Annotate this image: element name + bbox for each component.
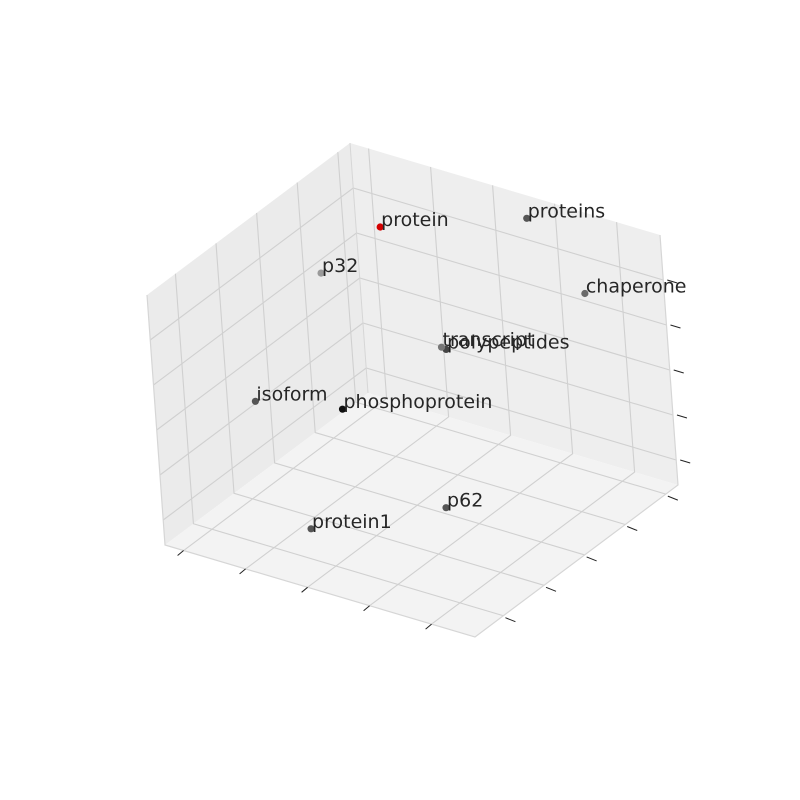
tick-x bbox=[363, 605, 370, 612]
point-protein1-label: protein1 bbox=[312, 511, 392, 533]
tick-y bbox=[586, 556, 597, 562]
back-pane bbox=[350, 143, 678, 485]
point-protein-label: protein bbox=[381, 209, 449, 231]
tick-y bbox=[627, 526, 638, 531]
tick-y bbox=[505, 617, 516, 623]
left-pane bbox=[147, 143, 368, 545]
point-phosphoprotein-label: phosphoprotein bbox=[344, 391, 493, 413]
gridline-x bbox=[369, 203, 574, 607]
point-proteins-marker bbox=[523, 214, 531, 222]
point-phosphoprotein-marker bbox=[338, 405, 347, 413]
gridline-x bbox=[431, 222, 636, 625]
point-polypeptides-label: polypeptides bbox=[447, 331, 569, 353]
axis-edge bbox=[146, 234, 679, 638]
point-protein1-marker bbox=[307, 525, 315, 533]
gridline-y bbox=[296, 182, 626, 526]
point-isoform-marker bbox=[251, 397, 259, 405]
tick-y bbox=[545, 586, 557, 592]
tick-x bbox=[301, 586, 308, 593]
gridline-y bbox=[256, 212, 585, 556]
point-p32-marker bbox=[317, 269, 325, 277]
gridline-y bbox=[215, 243, 545, 586]
tick-y bbox=[667, 495, 679, 501]
gridline-x bbox=[183, 148, 388, 551]
point-chaperone-label: chaperone bbox=[586, 276, 687, 298]
tick-z bbox=[676, 414, 688, 419]
point-p32-label: p32 bbox=[322, 255, 358, 277]
tick-x bbox=[425, 623, 432, 630]
tick-x bbox=[177, 550, 184, 556]
gridline-x bbox=[245, 166, 450, 570]
tick-z bbox=[673, 369, 684, 374]
axes-ticks bbox=[177, 279, 691, 630]
axes-panes bbox=[147, 143, 678, 637]
point-protein-marker bbox=[376, 223, 384, 231]
floor-pane bbox=[165, 393, 678, 637]
tick-z bbox=[667, 279, 678, 284]
point-transcript-label: transcript bbox=[443, 329, 535, 351]
tick-x bbox=[239, 568, 246, 575]
gridline-y bbox=[174, 273, 504, 617]
point-chaperone-marker bbox=[581, 289, 589, 298]
point-p62-label: p62 bbox=[447, 490, 483, 512]
axes-gridlines bbox=[146, 142, 679, 638]
axis-edge bbox=[349, 142, 369, 394]
point-isoform-label: isoform bbox=[256, 383, 327, 405]
point-transcript-marker bbox=[437, 343, 446, 351]
point-p62-marker bbox=[442, 504, 450, 512]
point-proteins-label: proteins bbox=[528, 200, 605, 222]
tick-z bbox=[680, 459, 691, 464]
tick-z bbox=[670, 324, 681, 329]
gridline-x bbox=[307, 185, 512, 588]
data-points: protein proteins chaperone p32 polypeptidest… bbox=[251, 200, 687, 533]
gridline-y bbox=[337, 152, 666, 495]
